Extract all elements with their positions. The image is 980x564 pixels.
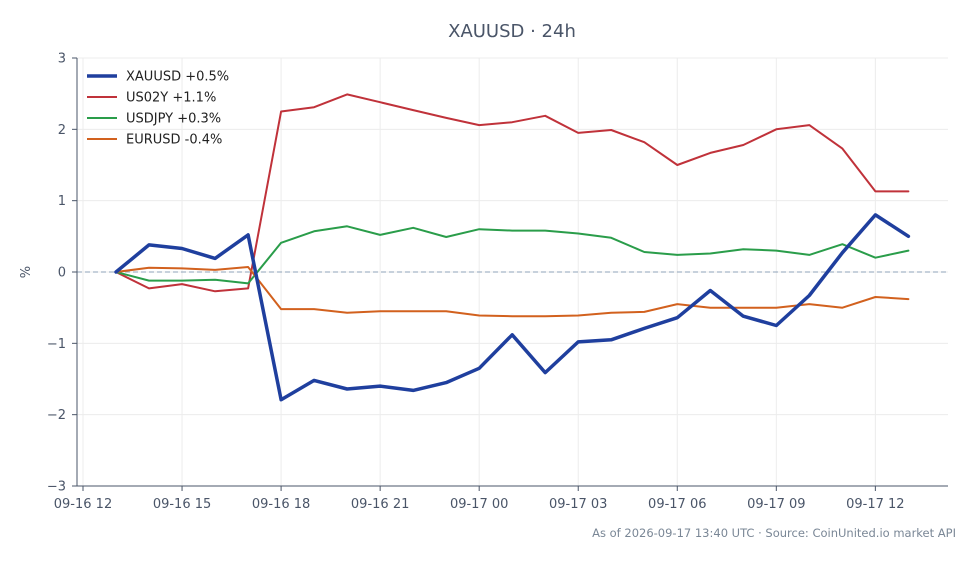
series-line-xauusd <box>114 213 911 402</box>
chart-title: XAUUSD · 24h <box>448 21 576 42</box>
legend-label: US02Y +1.1% <box>126 91 216 106</box>
x-tick-label: 09-16 21 <box>351 497 409 512</box>
y-tick-label: 0 <box>58 266 66 281</box>
y-tick-label: −1 <box>47 337 66 352</box>
x-tick-label: 09-17 09 <box>747 497 805 512</box>
x-tick-label: 09-17 12 <box>846 497 904 512</box>
x-tick-label: 09-17 06 <box>648 497 706 512</box>
axes: 3 2 1 0 −1 −2 −3 09-16 12 09-16 15 09-16 18 09-16 … <box>47 52 948 512</box>
series-line-us02y <box>115 93 910 293</box>
y-axis-label: % <box>19 266 34 278</box>
x-tick-label: 09-17 03 <box>549 497 607 512</box>
footer-source-note: As of 2026-09-17 13:40 UTC · Source: Coi… <box>592 526 956 540</box>
x-tick-label: 09-16 15 <box>153 497 211 512</box>
x-tick-label: 09-16 12 <box>54 497 112 512</box>
y-tick-label: −2 <box>47 408 66 423</box>
y-tick-label: 1 <box>58 194 66 209</box>
series-layer <box>114 93 911 402</box>
y-tick-label: 2 <box>58 123 66 138</box>
legend-label: USDJPY +0.3% <box>126 112 221 127</box>
x-tick-label: 09-16 18 <box>252 497 310 512</box>
y-tick-label: 3 <box>58 52 66 67</box>
series-line-usdjpy <box>115 225 910 285</box>
y-tick-label: −3 <box>47 480 66 495</box>
legend-label: XAUUSD +0.5% <box>126 70 229 85</box>
legend-label: EURUSD -0.4% <box>126 133 222 148</box>
x-tick-label: 09-17 00 <box>450 497 508 512</box>
series-line-eurusd <box>115 266 910 318</box>
legend: XAUUSD +0.5% US02Y +1.1% USDJPY +0.3% EURUS… <box>87 70 229 148</box>
